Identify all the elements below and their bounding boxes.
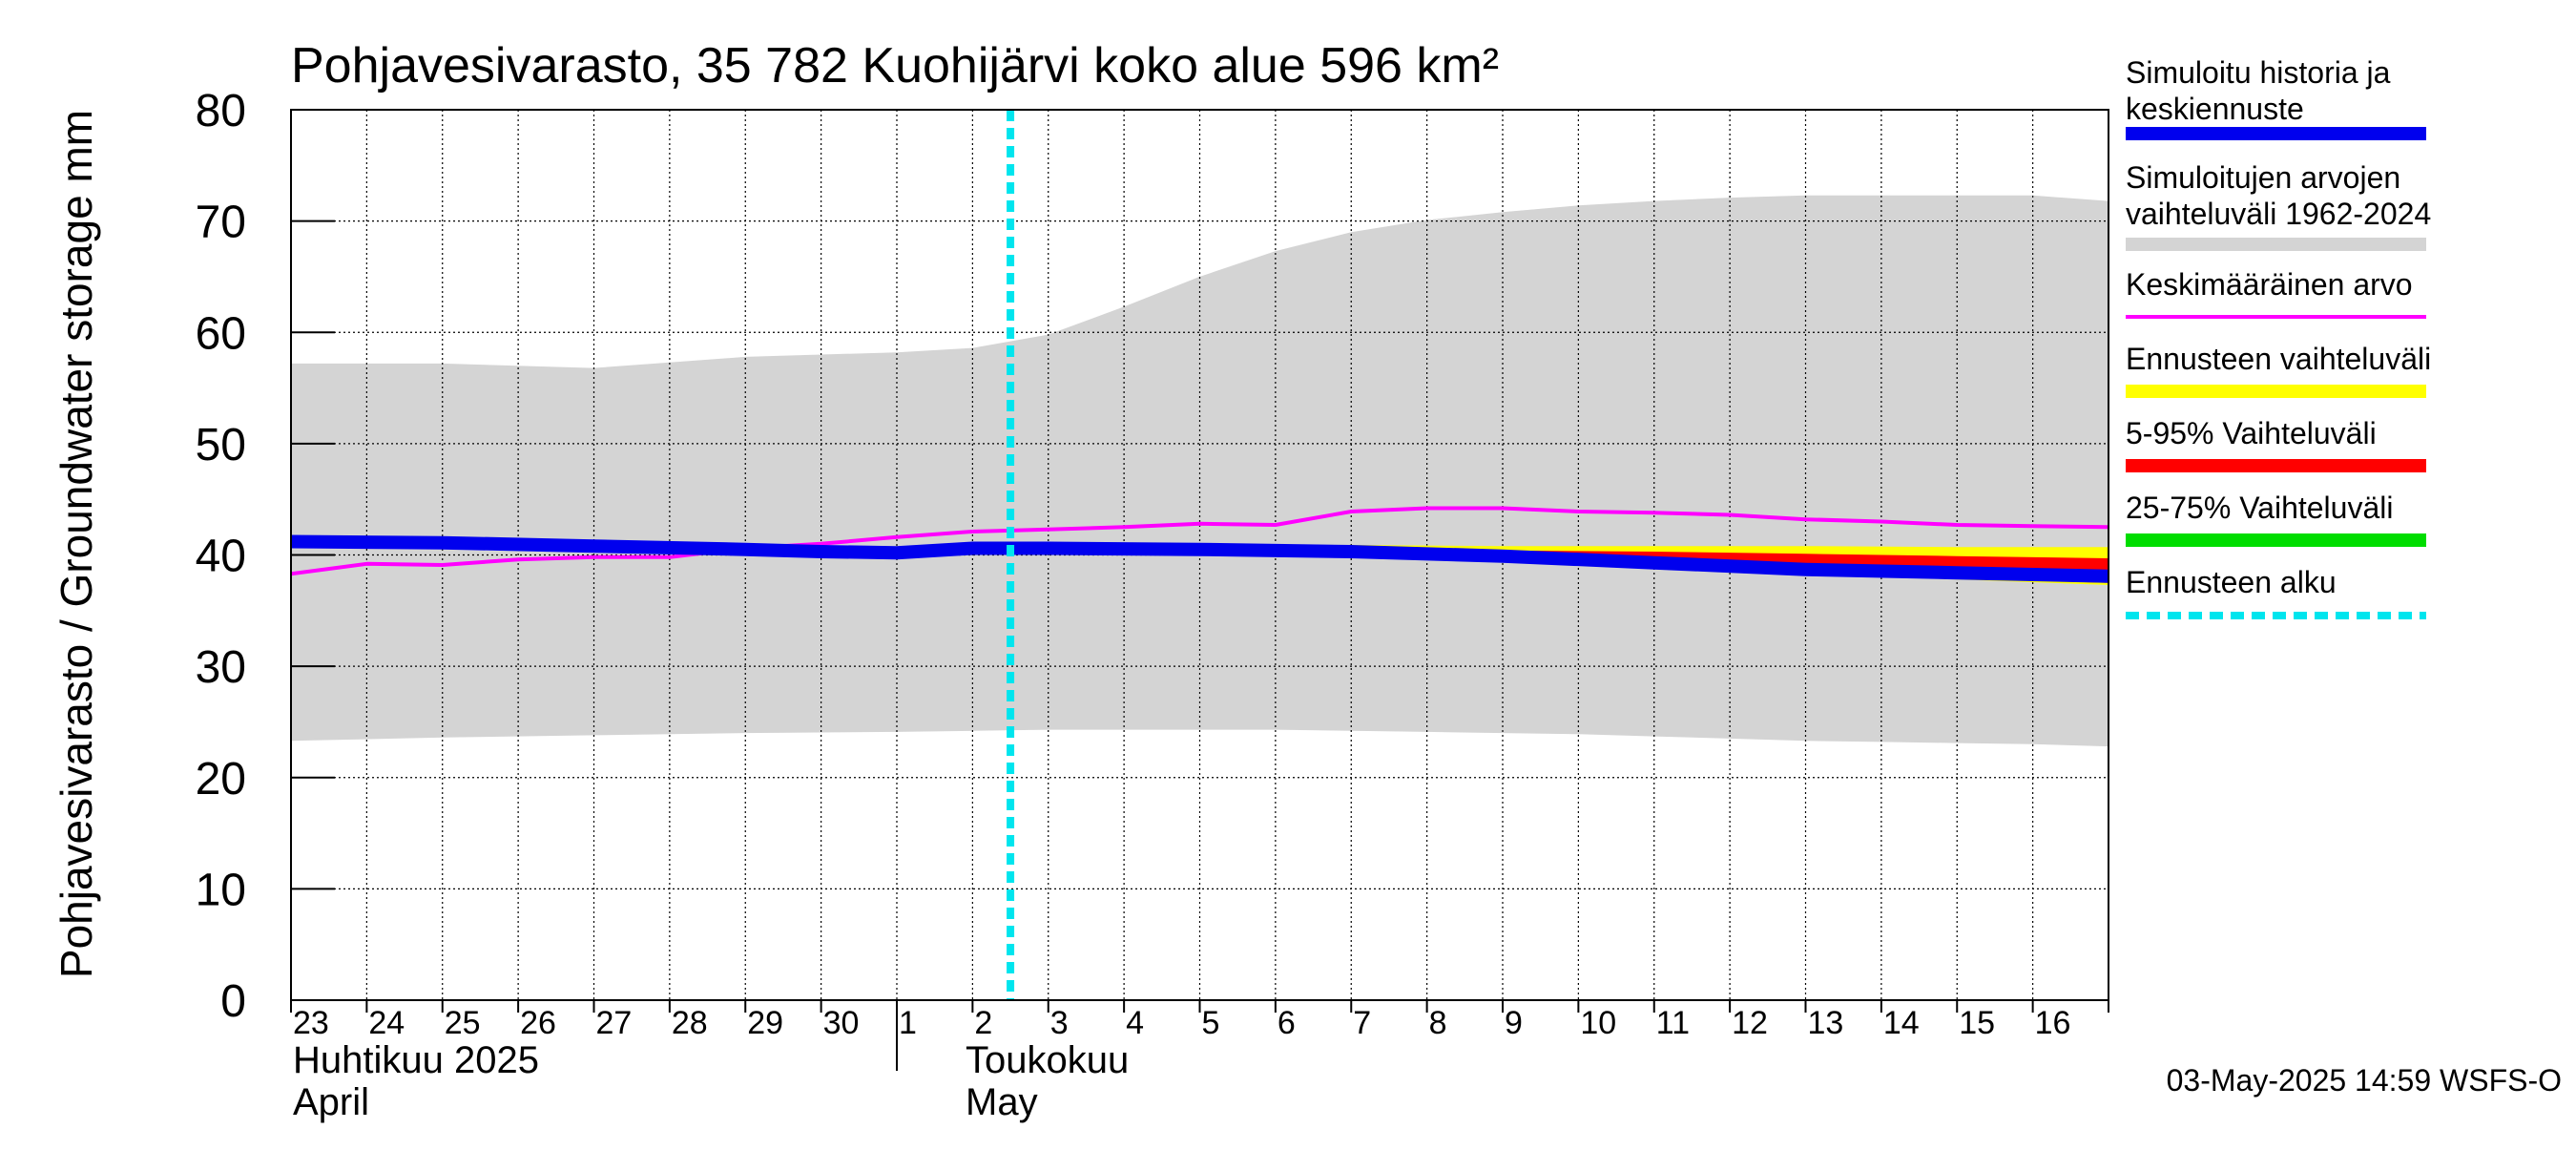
legend-label: Ennusteen alku — [2126, 565, 2337, 599]
legend-label: Simuloitu historia ja keskiennuste — [2126, 55, 2391, 126]
x-tick-label: 12 — [1732, 1005, 1768, 1041]
legend-item-forecast-start: Ennusteen alku — [2126, 565, 2426, 619]
historical-range-band — [291, 195, 2109, 747]
x-tick-label: 4 — [1126, 1005, 1144, 1041]
legend-label: 5-95% Vaihteluväli — [2126, 416, 2377, 450]
month-label-fi: Toukokuu — [966, 1039, 1129, 1081]
legend-label: Ennusteen vaihteluväli — [2126, 342, 2431, 376]
series-lines-layer — [291, 110, 2109, 1000]
y-tick-label: 80 — [196, 86, 246, 136]
legend-label-line: Simuloitu historia ja — [2126, 55, 2391, 90]
y-tick-label: 0 — [220, 976, 246, 1027]
legend-label-line: keskiennuste — [2126, 92, 2304, 126]
y-tick-label: 30 — [196, 642, 246, 693]
x-tick-label: 3 — [1050, 1005, 1069, 1041]
x-tick-label: 25 — [445, 1005, 481, 1041]
legend-item-p5-95: 5-95% Vaihteluväli — [2126, 416, 2426, 472]
footer-timestamp: 03-May-2025 14:59 WSFS-O — [2167, 1063, 2562, 1098]
y-tick-label: 70 — [196, 198, 246, 248]
y-tick-label: 60 — [196, 308, 246, 359]
simulated-history-line — [291, 534, 2109, 583]
legend-item-historical-range: Simuloitujen arvojen vaihteluväli 1962-20… — [2126, 160, 2431, 251]
y-tick-label: 20 — [196, 754, 246, 805]
x-tick-label: 6 — [1278, 1005, 1296, 1041]
x-tick-label: 23 — [293, 1005, 329, 1041]
legend-label-line: Simuloitujen arvojen — [2126, 160, 2400, 195]
x-tick-label: 27 — [596, 1005, 633, 1041]
x-tick-label: 26 — [520, 1005, 556, 1041]
mean-value-line — [291, 506, 2109, 576]
x-tick-label: 7 — [1353, 1005, 1371, 1041]
x-tick-label: 9 — [1505, 1005, 1523, 1041]
chart-title: Pohjavesivarasto, 35 782 Kuohijärvi koko… — [291, 38, 1499, 94]
x-tick-label: 2 — [974, 1005, 992, 1041]
x-tick-label: 13 — [1808, 1005, 1844, 1041]
x-tick-label: 28 — [672, 1005, 708, 1041]
month-label-en: April — [293, 1081, 369, 1123]
x-tick-label: 11 — [1656, 1005, 1690, 1041]
x-tick-label: 8 — [1429, 1005, 1447, 1041]
legend-item-mean-value: Keskimääräinen arvo — [2126, 267, 2426, 319]
legend-item-simulated-history: Simuloitu historia ja keskiennuste — [2126, 55, 2426, 140]
x-tick-label: 1 — [899, 1005, 917, 1041]
legend-label: Keskimääräinen arvo — [2126, 267, 2413, 302]
x-tick-label: 29 — [747, 1005, 783, 1041]
legend-label-line: vaihteluväli 1962-2024 — [2126, 197, 2431, 231]
legend-item-p25-75: 25-75% Vaihteluväli — [2126, 491, 2426, 547]
y-tick-label: 40 — [196, 532, 246, 582]
y-tick-label: 10 — [196, 865, 246, 915]
legend-label: 25-75% Vaihteluväli — [2126, 491, 2393, 525]
x-tick-label: 16 — [2035, 1005, 2071, 1041]
historical-range-layer — [291, 195, 2109, 747]
month-label-fi: Huhtikuu 2025 — [293, 1039, 539, 1081]
x-tick-label: 30 — [823, 1005, 860, 1041]
x-tick-label: 5 — [1202, 1005, 1220, 1041]
y-tick-label: 50 — [196, 420, 246, 470]
legend-item-forecast-range: Ennusteen vaihteluväli — [2126, 342, 2431, 398]
x-tick-label: 14 — [1883, 1005, 1920, 1041]
month-label-en: May — [966, 1081, 1038, 1123]
legend-label: Simuloitujen arvojen vaihteluväli 1962-20… — [2126, 160, 2431, 231]
x-tick-label: 15 — [1959, 1005, 1995, 1041]
legend: Simuloitu historia ja keskiennusteSimuloi… — [2126, 55, 2431, 619]
x-tick-label: 10 — [1580, 1005, 1616, 1041]
y-axis-label: Pohjavesivarasto / Groundwater storage m… — [52, 110, 101, 978]
x-tick-label: 24 — [368, 1005, 405, 1041]
